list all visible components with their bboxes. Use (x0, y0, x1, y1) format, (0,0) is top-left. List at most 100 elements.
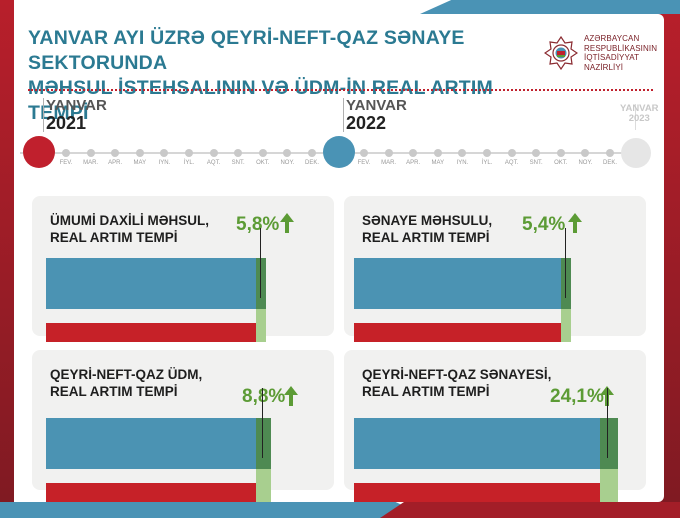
month-label: MAR. (381, 160, 397, 166)
panel-title-line: REAL ARTIM TEMPİ (50, 384, 178, 399)
month-dot (458, 149, 467, 157)
year-month: YANVAR (620, 103, 659, 114)
panel-non-oil-industry: QEYRİ-NEFT-QAZ SƏNAYESİ, REAL ARTIM TEMP… (344, 350, 646, 502)
bar-current-year (46, 258, 257, 309)
growth-value: 5,4% (522, 214, 566, 235)
year-tick (635, 104, 636, 130)
month-label: MAY (133, 160, 147, 166)
year-month: YANVAR (46, 97, 107, 114)
bar-current-year (354, 258, 561, 309)
ministry-name-line: RESPUBLİKASININ (584, 43, 658, 53)
year-label-2022: YANVAR 2022 (346, 98, 407, 133)
month-dot (581, 149, 590, 157)
bar-growth-segment-light (256, 469, 271, 502)
bar-growth-segment (256, 258, 267, 309)
growth-marker-line (606, 388, 608, 458)
month-label: AQT. (504, 160, 519, 166)
growth-marker-line (262, 388, 264, 458)
month-dot (606, 149, 614, 157)
month-dot (384, 149, 393, 157)
panel-title-line: REAL ARTIM TEMPİ (362, 384, 490, 399)
panel-title-line: QEYRİ-NEFT-QAZ SƏNAYESİ, (362, 367, 552, 382)
bar-previous-year (354, 323, 561, 342)
panel-title: SƏNAYE MƏHSULU, REAL ARTIM TEMPİ (362, 212, 562, 246)
month-label: İYL. (183, 160, 195, 166)
month-dot (409, 149, 418, 157)
month-dot (86, 149, 95, 157)
month-dot (185, 149, 193, 157)
timeline: YANVAR 2021 YANVAR 2022 YANVAR 2023 FEV.… (14, 94, 664, 184)
growth-bar (354, 228, 598, 342)
year-month: YANVAR (346, 97, 407, 114)
month-label: OKT. (554, 160, 568, 166)
year-tick (343, 98, 344, 132)
month-label: SNT. (231, 160, 245, 166)
arrow-up-icon (284, 386, 298, 406)
month-dot (483, 149, 491, 157)
growth-marker-line (564, 228, 566, 298)
growth-bar (46, 228, 294, 342)
bar-growth-segment (560, 258, 571, 309)
month-dot (433, 149, 442, 157)
panel-title-line: ÜMUMİ DAXİLİ MƏHSUL, (50, 213, 210, 228)
ministry-name-line: NAZİRLİYİ (584, 62, 624, 72)
month-dot (283, 149, 292, 157)
growth-value: 5,8% (236, 214, 280, 235)
month-label: MAR. (83, 160, 99, 166)
year-number: 2021 (46, 113, 87, 133)
panel-title-line: REAL ARTIM TEMPİ (50, 230, 178, 245)
year-label-2021: YANVAR 2021 (46, 98, 107, 133)
month-label: İYL. (481, 160, 493, 166)
month-label: NOY. (578, 160, 593, 166)
bar-growth-segment-light (256, 309, 267, 342)
month-label: DEK. (304, 160, 319, 166)
year-tick (43, 98, 44, 132)
panel-title-line: QEYRİ-NEFT-QAZ ÜDM, (50, 367, 203, 382)
panel-gdp: ÜMUMİ DAXİLİ MƏHSUL, REAL ARTIM TEMPİ 5,… (32, 196, 334, 342)
title-line-1: YANVAR AYI ÜZRƏ QEYRİ-NEFT-QAZ SƏNAYE SE… (28, 27, 465, 74)
month-label: FEV. (59, 160, 73, 166)
month-dot (234, 149, 243, 157)
year-label-2023: YANVAR 2023 (620, 104, 659, 124)
month-dot (360, 149, 368, 157)
ministry-name-line: İQTİSADİYYAT (584, 53, 640, 63)
growth-bar (354, 388, 644, 502)
month-label: IYN. (456, 160, 469, 166)
month-dot (62, 149, 70, 157)
panel-title: QEYRİ-NEFT-QAZ SƏNAYESİ, REAL ARTIM TEMP… (362, 366, 562, 400)
year-marker-2023 (621, 138, 651, 168)
growth-marker-line (260, 228, 262, 298)
month-label: AQT. (206, 160, 221, 166)
panel-title-line: SƏNAYE MƏHSULU, (362, 213, 493, 228)
flag-stripe-top (420, 0, 680, 14)
bar-current-year (46, 418, 257, 469)
month-dot (135, 149, 144, 157)
ministry-emblem-icon (544, 36, 578, 70)
title-divider (28, 89, 653, 91)
flag-stripe-left (0, 0, 14, 518)
month-label: SNT. (529, 160, 543, 166)
bar-previous-year (354, 483, 600, 502)
year-marker-2021 (23, 136, 55, 168)
month-dot (308, 149, 316, 157)
month-label: DEK. (602, 160, 617, 166)
flag-stripe-bottom-red (380, 502, 680, 518)
panel-title: QEYRİ-NEFT-QAZ ÜDM, REAL ARTIM TEMPİ (50, 366, 250, 400)
bar-current-year (354, 418, 600, 469)
panel-title-line: REAL ARTIM TEMPİ (362, 230, 490, 245)
month-dot (160, 149, 169, 157)
bar-previous-year (46, 323, 257, 342)
month-dot (532, 149, 541, 157)
growth-value: 24,1% (550, 386, 604, 407)
month-label: FEV. (357, 160, 371, 166)
month-label: APR. (406, 160, 421, 166)
page-title: YANVAR AYI ÜZRƏ QEYRİ-NEFT-QAZ SƏNAYE SE… (28, 26, 548, 126)
growth-bar (46, 388, 294, 502)
year-marker-2022 (323, 136, 355, 168)
month-dot (556, 149, 565, 157)
month-label: MAY (431, 160, 445, 166)
ministry-name-line: AZƏRBAYCAN (584, 34, 640, 43)
panel-title: ÜMUMİ DAXİLİ MƏHSUL, REAL ARTIM TEMPİ (50, 212, 250, 246)
arrow-up-icon (280, 213, 294, 233)
month-label: APR. (108, 160, 123, 166)
